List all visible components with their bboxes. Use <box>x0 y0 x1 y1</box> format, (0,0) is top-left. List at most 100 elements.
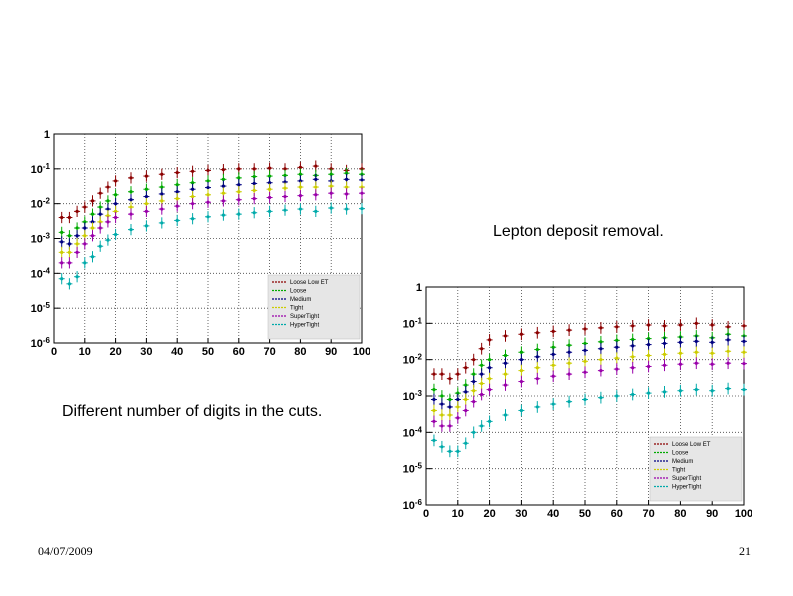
data-point <box>252 188 256 193</box>
x-tick-label: 70 <box>642 508 654 520</box>
data-point <box>662 341 667 346</box>
data-point <box>631 344 635 348</box>
data-point <box>615 367 619 371</box>
data-point <box>75 226 79 230</box>
data-point <box>519 408 523 413</box>
data-point <box>535 347 539 352</box>
data-point <box>456 397 460 402</box>
data-point <box>345 171 349 175</box>
data-point <box>90 226 95 230</box>
data-point <box>551 402 555 406</box>
data-point <box>283 173 287 177</box>
series-loose-low-et <box>58 160 365 224</box>
data-point <box>480 392 484 397</box>
data-point <box>83 234 87 238</box>
data-point <box>90 255 95 259</box>
data-point <box>360 185 364 189</box>
data-point <box>345 185 349 189</box>
data-point <box>599 358 603 362</box>
data-point <box>129 176 133 180</box>
data-point <box>710 362 714 366</box>
data-point <box>175 196 179 201</box>
chart-svg-1: 0 10 20 30 40 50 60 70 80 90 100 1 10-1 10-2 10-3 10-4 1… <box>403 282 752 520</box>
data-point <box>252 167 256 171</box>
x-tick-label: 20 <box>109 346 121 358</box>
data-point <box>90 220 95 224</box>
data-point <box>221 184 225 188</box>
x-tick-label: 90 <box>325 346 337 358</box>
data-point <box>631 392 635 397</box>
data-point <box>432 397 436 402</box>
data-point <box>440 445 444 449</box>
y-tick-label: 10-1 <box>31 162 51 176</box>
data-point <box>252 174 256 179</box>
data-point <box>488 419 492 423</box>
data-point <box>83 261 87 265</box>
data-point <box>615 338 619 342</box>
data-point <box>710 351 714 355</box>
data-point <box>237 212 241 216</box>
data-point <box>283 167 287 171</box>
data-point <box>503 361 508 365</box>
footer-date: 04/07/2009 <box>38 544 93 558</box>
data-point <box>314 185 318 189</box>
data-point <box>519 358 523 362</box>
series-supertight <box>58 187 365 269</box>
data-point <box>488 338 492 342</box>
data-point <box>631 355 635 359</box>
data-point <box>472 430 476 434</box>
data-point <box>662 352 667 356</box>
data-point <box>237 176 241 180</box>
data-point <box>144 174 148 178</box>
data-point <box>615 394 619 398</box>
data-point <box>60 277 64 281</box>
data-point <box>237 190 241 194</box>
x-tick-label: 50 <box>579 508 591 520</box>
data-point <box>345 192 349 196</box>
data-point <box>83 205 87 209</box>
data-point <box>144 202 148 206</box>
data-point <box>551 345 555 349</box>
data-point <box>742 388 746 392</box>
data-point <box>114 193 118 197</box>
y-tick-label: 10-2 <box>31 197 51 211</box>
data-point <box>252 211 256 215</box>
page-number: 21 <box>739 544 751 558</box>
data-point <box>456 416 460 420</box>
data-point <box>75 209 79 213</box>
x-tick-label: 70 <box>263 346 275 358</box>
data-point <box>191 181 195 185</box>
data-point <box>160 207 164 211</box>
data-point <box>472 358 476 362</box>
data-point <box>237 167 241 171</box>
data-point <box>67 250 71 254</box>
data-point <box>268 181 272 185</box>
data-point <box>694 339 698 343</box>
data-point <box>583 359 587 363</box>
series-loose-low-et <box>430 317 747 385</box>
x-tick-label: 10 <box>79 346 91 358</box>
data-point <box>329 191 333 195</box>
x-tick-label: 60 <box>611 508 623 520</box>
x-tick-label: 60 <box>233 346 245 358</box>
data-point <box>448 405 452 409</box>
data-point <box>742 350 746 354</box>
data-point <box>432 408 436 413</box>
data-point <box>60 250 64 254</box>
data-point <box>726 361 730 365</box>
data-point <box>440 424 444 428</box>
data-point <box>583 397 587 402</box>
data-point <box>480 424 484 428</box>
data-point <box>106 199 110 203</box>
data-point <box>329 172 333 176</box>
data-point <box>114 209 118 213</box>
y-tick-label: 10-5 <box>403 462 423 476</box>
x-tick-label: 50 <box>202 346 214 358</box>
data-point <box>98 226 102 230</box>
data-point <box>144 194 148 199</box>
data-point <box>710 323 714 327</box>
data-point <box>472 389 476 393</box>
data-point <box>742 361 746 366</box>
series-hypertight <box>430 382 747 458</box>
data-point <box>206 179 210 183</box>
